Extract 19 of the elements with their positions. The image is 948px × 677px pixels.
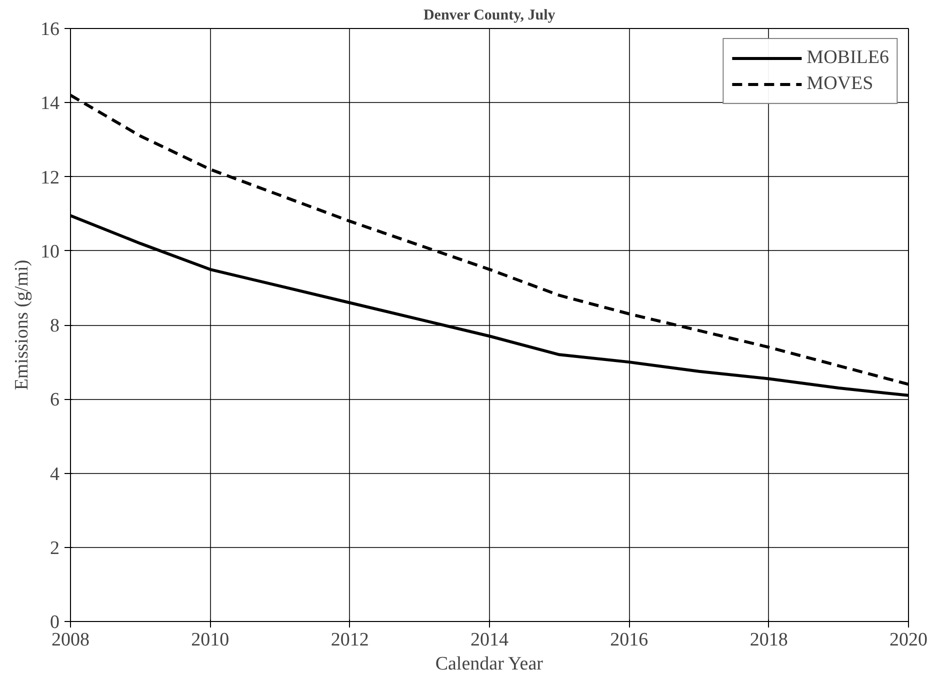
x-tick-label: 2014 [470,630,509,650]
x-tick-label: 2018 [750,630,788,650]
chart-title: Denver County, July [423,8,556,24]
x-tick-label: 2016 [610,630,648,650]
x-tick-label: 2020 [890,630,928,650]
legend-label: MOBILE6 [806,47,889,69]
y-tick-label: 16 [40,19,60,40]
y-tick-label: 14 [40,93,60,114]
y-tick-label: 2 [50,538,60,559]
y-tick-label: 8 [50,316,60,336]
y-axis-title: Emissions (g/mi) [12,260,32,390]
legend-label: MOVES [806,73,874,95]
y-tick-label: 6 [50,390,60,411]
y-tick-label: 12 [40,167,60,188]
x-tick-label: 2010 [191,630,230,650]
y-tick-label: 4 [50,464,60,485]
x-axis-title: Calendar Year [435,654,544,674]
x-tick-label: 2012 [330,630,369,650]
y-tick-label: 10 [40,241,60,262]
